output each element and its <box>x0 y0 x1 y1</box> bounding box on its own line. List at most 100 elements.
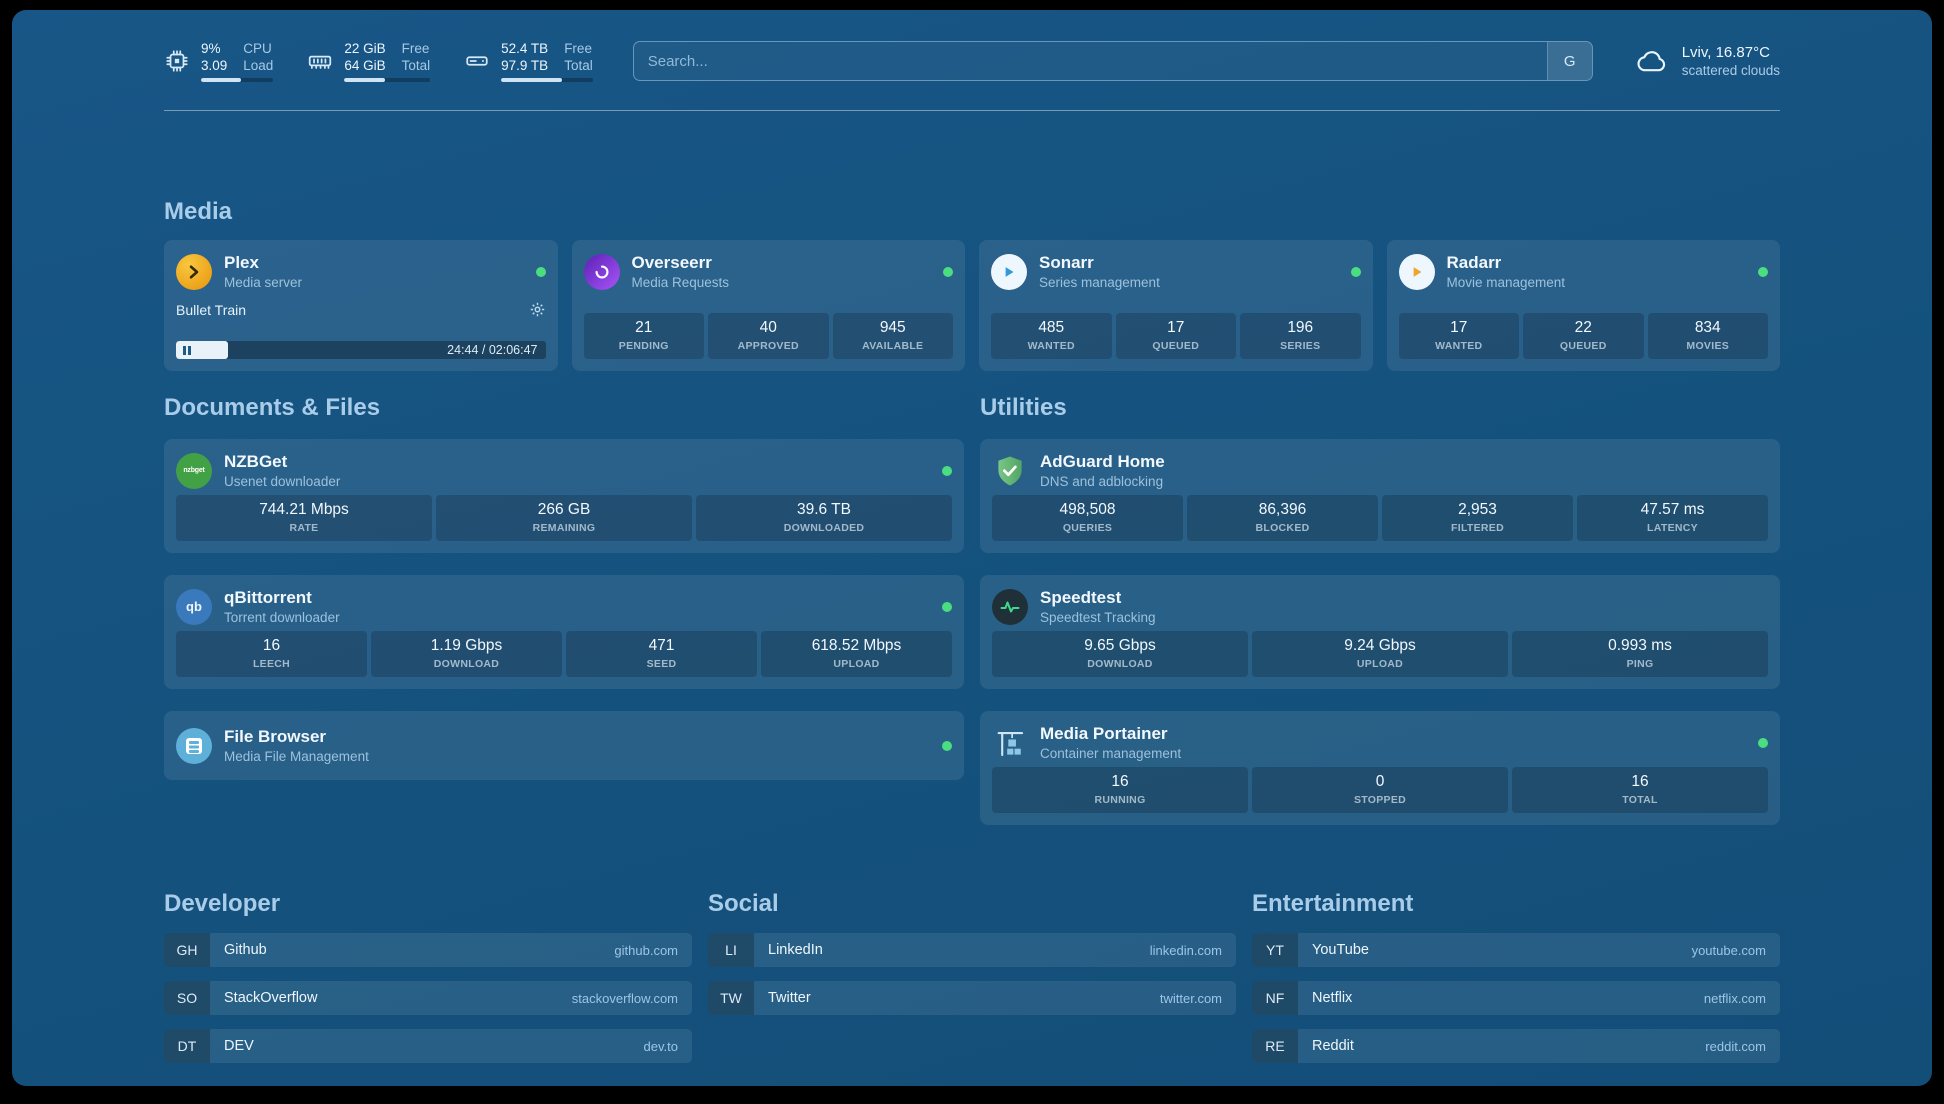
service-name: Radarr <box>1446 253 1502 272</box>
utilities-column: Utilities AdGu <box>980 393 1780 825</box>
bookmarks-section: Developer GH Github github.com SO StackO… <box>164 889 1780 1063</box>
playback-progress-bar[interactable]: 24:44 / 02:06:47 <box>176 341 546 359</box>
bookmark-linkedin[interactable]: LI LinkedIn linkedin.com <box>708 933 1236 967</box>
bookmark-group-social: Social LI LinkedIn linkedin.com TW Twitt… <box>708 889 1236 1015</box>
bookmark-name: Reddit <box>1312 1038 1354 1054</box>
qbittorrent-icon: qb <box>176 588 212 625</box>
stat-series: 196 SERIES <box>1240 313 1361 359</box>
service-card-overseerr: Overseerr Media Requests 21 PENDING 40 A… <box>571 240 965 371</box>
bookmark-name: Twitter <box>768 990 811 1006</box>
service-link-speedtest[interactable]: Speedtest Speedtest Tracking <box>992 587 1768 626</box>
service-card-speedtest: Speedtest Speedtest Tracking 9.65 Gbps D… <box>980 575 1780 689</box>
stat-queries: 498,508 QUERIES <box>992 495 1183 541</box>
bookmark-dev[interactable]: DT DEV dev.to <box>164 1029 692 1063</box>
memory-free-label: Free <box>401 41 430 56</box>
service-card-portainer: Media Portainer Container management 16 … <box>980 711 1780 825</box>
bookmark-name: LinkedIn <box>768 942 823 958</box>
bookmark-name: YouTube <box>1312 942 1369 958</box>
bookmark-youtube[interactable]: YT YouTube youtube.com <box>1252 933 1780 967</box>
section-title-entertainment: Entertainment <box>1252 890 1414 917</box>
bookmark-domain: netflix.com <box>1703 990 1766 1006</box>
stat-stopped: 0 STOPPED <box>1252 767 1508 813</box>
search-bar: G <box>632 41 1593 81</box>
stat-ping: 0.993 ms PING <box>1512 631 1768 677</box>
settings-gear-icon[interactable] <box>529 301 546 318</box>
bookmark-reddit[interactable]: RE Reddit reddit.com <box>1252 1029 1780 1063</box>
bookmark-abbr: RE <box>1252 1029 1298 1063</box>
stat-leech: 16 LEECH <box>176 631 367 677</box>
service-name: AdGuard Home <box>1040 452 1165 471</box>
service-subtitle: Series management <box>1039 275 1160 290</box>
bookmark-twitter[interactable]: TW Twitter twitter.com <box>708 981 1236 1015</box>
cpu-chip-icon <box>166 50 188 72</box>
service-link-filebrowser[interactable]: File Browser Media File Management <box>176 726 952 765</box>
bookmark-domain: youtube.com <box>1691 942 1766 958</box>
overseerr-icon <box>583 253 620 290</box>
service-link-plex[interactable]: Plex Media server <box>176 252 546 291</box>
service-card-sonarr: Sonarr Series management 485 WANTED 17 Q… <box>979 240 1373 371</box>
top-bar: 9% CPU 3.09 Load <box>164 40 1780 82</box>
section-title-developer: Developer <box>164 890 281 917</box>
bookmark-abbr: GH <box>164 933 210 967</box>
bookmark-name: DEV <box>224 1038 254 1054</box>
plex-icon <box>176 253 212 290</box>
bookmark-github[interactable]: GH Github github.com <box>164 933 692 967</box>
stat-wanted: 17 WANTED <box>1398 313 1519 359</box>
documents-column: Documents & Files nzbget NZBGet Usenet d… <box>164 393 964 825</box>
stat-rate: 744.21 Mbps RATE <box>176 495 432 541</box>
service-name: File Browser <box>224 727 327 746</box>
stat-running: 16 RUNNING <box>992 767 1248 813</box>
service-link-radarr[interactable]: Radarr Movie management <box>1398 252 1768 291</box>
bookmark-netflix[interactable]: NF Netflix netflix.com <box>1252 981 1780 1015</box>
sonarr-icon <box>991 253 1027 290</box>
memory-total-label: Total <box>401 58 431 73</box>
stat-remaining: 266 GB REMAINING <box>436 495 692 541</box>
service-link-qbittorrent[interactable]: qb qBittorrent Torrent downloader <box>176 587 952 626</box>
service-card-plex: Plex Media server Bullet Train <box>164 240 558 371</box>
memory-icon <box>309 55 332 69</box>
media-grid: Plex Media server Bullet Train <box>164 240 1780 371</box>
status-dot <box>942 601 952 612</box>
service-link-portainer[interactable]: Media Portainer Container management <box>992 723 1768 762</box>
bookmark-group-developer: Developer GH Github github.com SO StackO… <box>164 889 692 1063</box>
service-subtitle: Speedtest Tracking <box>1040 610 1156 625</box>
speedtest-icon <box>992 588 1028 625</box>
pause-icon[interactable] <box>183 345 191 355</box>
disk-widget: 52.4 TB Free 97.9 TB Total <box>464 40 593 82</box>
status-dot <box>942 740 952 751</box>
stat-movies: 834 MOVIES <box>1647 313 1768 359</box>
section-title-documents: Documents & Files <box>164 394 381 421</box>
service-link-sonarr[interactable]: Sonarr Series management <box>991 252 1361 291</box>
service-name: Media Portainer <box>1040 724 1168 743</box>
memory-total-value: 64 GiB <box>344 58 386 73</box>
status-dot <box>942 465 952 476</box>
service-name: Plex <box>224 253 259 272</box>
search-input[interactable] <box>633 42 1547 80</box>
bookmark-abbr: DT <box>164 1029 210 1063</box>
stat-total: 16 TOTAL <box>1512 767 1768 813</box>
search-provider-button[interactable]: G <box>1546 42 1592 80</box>
stat-latency: 47.57 ms LATENCY <box>1577 495 1768 541</box>
service-link-adguard[interactable]: AdGuard Home DNS and adblocking <box>992 451 1768 490</box>
service-link-nzbget[interactable]: nzbget NZBGet Usenet downloader <box>176 451 952 490</box>
stat-upload: 618.52 Mbps UPLOAD <box>761 631 952 677</box>
dashboard: 9% CPU 3.09 Load <box>12 10 1932 1086</box>
playback-time: 24:44 / 02:06:47 <box>447 343 538 357</box>
memory-usage-bar <box>344 78 431 82</box>
filebrowser-icon <box>176 727 212 764</box>
service-card-qbittorrent: qb qBittorrent Torrent downloader 16 LEE… <box>164 575 964 689</box>
stat-pending: 21 PENDING <box>583 313 704 359</box>
service-subtitle: Torrent downloader <box>224 610 340 625</box>
cpu-widget: 9% CPU 3.09 Load <box>164 40 274 82</box>
disk-icon <box>466 56 488 66</box>
status-dot <box>1758 266 1768 277</box>
radarr-icon <box>1398 253 1435 290</box>
bookmark-stackoverflow[interactable]: SO StackOverflow stackoverflow.com <box>164 981 692 1015</box>
bookmark-domain: stackoverflow.com <box>571 990 678 1006</box>
bookmark-abbr: YT <box>1252 933 1298 967</box>
bookmark-name: StackOverflow <box>224 990 318 1006</box>
service-link-overseerr[interactable]: Overseerr Media Requests <box>583 252 953 291</box>
stat-blocked: 86,396 BLOCKED <box>1187 495 1378 541</box>
service-subtitle: Media Requests <box>631 275 730 290</box>
service-name: Overseerr <box>631 253 712 272</box>
